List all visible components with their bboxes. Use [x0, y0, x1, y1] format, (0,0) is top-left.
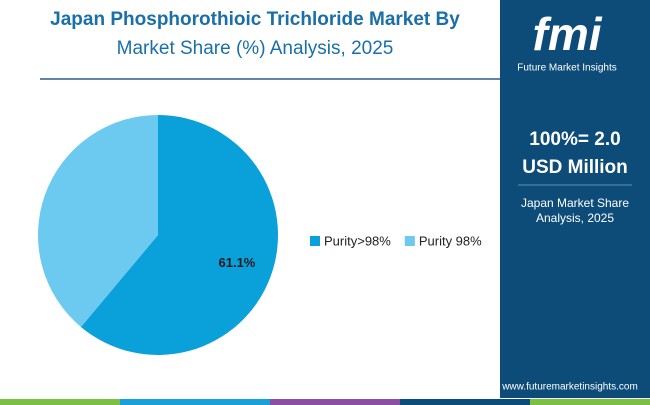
legend-label: Purity 98%	[419, 233, 482, 248]
pie-slice	[80, 115, 279, 355]
stripe	[400, 399, 530, 405]
chart-subtitle: Market Share (%) Analysis, 2025	[117, 38, 394, 59]
chart-title: Japan Phosphorothioic Trichloride Market…	[50, 9, 460, 30]
stripe	[530, 399, 650, 405]
caption: Japan Market Share	[521, 196, 629, 210]
side-panel	[500, 0, 650, 398]
stripe	[0, 399, 120, 405]
url: www.futuremarketinsights.com	[501, 382, 638, 393]
legend-swatch	[310, 236, 320, 246]
total: 100%= 2.0	[529, 129, 620, 150]
legend-label: Purity>98%	[324, 233, 391, 248]
caption: Analysis, 2025	[536, 211, 614, 225]
unit: USD Million	[522, 157, 628, 178]
logo: fmi	[533, 8, 603, 60]
data-label: 61.1%	[219, 255, 256, 270]
stripe	[120, 399, 270, 405]
stripe	[270, 399, 400, 405]
brand: Future Market Insights	[517, 63, 616, 74]
legend-swatch	[404, 236, 415, 246]
pie-slice	[38, 115, 158, 327]
